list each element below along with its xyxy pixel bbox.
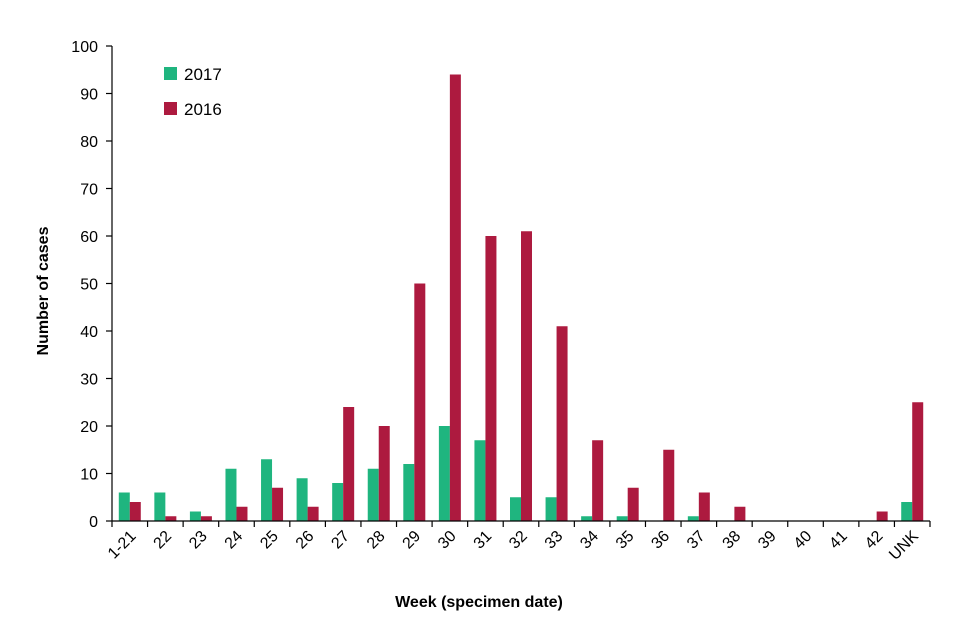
bar-2016-37 (698, 492, 710, 521)
bar-2016-28 (378, 426, 390, 521)
bar-2016-34 (592, 440, 604, 521)
legend-label-2016: 2016 (184, 100, 222, 119)
bar-2017-29 (403, 464, 415, 521)
x-axis-title: Week (specimen date) (395, 594, 563, 611)
y-tick-label: 100 (71, 39, 98, 56)
bar-2016-27 (343, 407, 355, 521)
y-tick-label: 20 (80, 419, 98, 436)
bar-2017-31 (474, 440, 486, 521)
bar-2016-UNK (912, 402, 924, 521)
x-tick-label: UNK (886, 528, 922, 564)
y-tick-label: 30 (80, 372, 98, 389)
x-tick-label: 38 (720, 528, 745, 553)
x-tick-label: 36 (648, 528, 673, 553)
legend-swatch-2016 (164, 102, 177, 115)
x-tick-label: 29 (400, 528, 425, 553)
bar-2017-37 (687, 516, 699, 521)
x-tick-label: 41 (826, 528, 851, 553)
y-tick-label: 10 (80, 467, 98, 484)
x-tick-label: 1-21 (105, 528, 140, 563)
x-tick-label: 24 (222, 528, 247, 553)
y-tick-label: 90 (80, 87, 98, 104)
bar-2016-42 (876, 511, 888, 521)
bar-2016-26 (307, 506, 319, 521)
bar-2017-28 (367, 468, 379, 521)
bar-2016-32 (521, 231, 532, 521)
bar-2017-27 (332, 483, 344, 521)
bar-2016-25 (272, 487, 284, 521)
x-tick-label: 34 (577, 528, 602, 553)
x-tick-label: 42 (862, 528, 887, 553)
x-tick-label: 23 (186, 528, 211, 553)
x-tick-label: 26 (293, 528, 318, 553)
x-tick-label: 32 (506, 528, 531, 553)
legend-swatch-2017 (164, 67, 177, 80)
bar-2016-1-21 (129, 502, 141, 521)
bar-2017-1-21 (118, 492, 130, 521)
x-tick-label: 35 (613, 528, 638, 553)
y-tick-label: 70 (80, 182, 98, 199)
bar-2017-UNK (901, 502, 913, 521)
x-tick-label: 37 (684, 528, 709, 553)
bars-layer (118, 74, 924, 521)
x-tick-label: 25 (257, 528, 282, 553)
bar-2016-23 (200, 516, 212, 521)
bar-2017-32 (510, 497, 521, 521)
bar-2016-31 (485, 236, 497, 521)
bar-2017-22 (154, 492, 166, 521)
x-tick-label: 39 (755, 528, 780, 553)
y-axis-title: Number of cases (35, 226, 52, 355)
legend: 2017 2016 (164, 65, 222, 119)
x-tick-label: 22 (151, 528, 176, 553)
y-axis-ticks: 0 10 20 30 40 50 60 70 80 90 100 (71, 39, 112, 531)
bar-2016-38 (734, 506, 746, 521)
legend-label-2017: 2017 (184, 65, 222, 84)
x-axis-ticks: 1-21 22 23 24 25 26 27 28 29 30 31 32 33 34 35 36 37 38 39… (105, 521, 931, 564)
bar-2017-35 (616, 516, 628, 521)
x-tick-label: 28 (364, 528, 389, 553)
bar-2016-29 (414, 283, 426, 521)
x-tick-label: 33 (542, 528, 567, 553)
bar-2017-34 (581, 516, 593, 521)
bar-2017-25 (261, 459, 273, 521)
bar-2016-35 (627, 487, 639, 521)
bar-2017-24 (225, 468, 237, 521)
y-tick-label: 0 (89, 514, 98, 531)
bar-2016-36 (663, 449, 675, 521)
y-tick-label: 40 (80, 324, 98, 341)
x-tick-label: 31 (471, 528, 496, 553)
y-tick-label: 50 (80, 277, 98, 294)
bar-2017-30 (438, 426, 450, 521)
bar-2016-30 (449, 74, 461, 521)
x-tick-label: 40 (791, 528, 816, 553)
bar-2016-22 (165, 516, 177, 521)
y-tick-label: 60 (80, 229, 98, 246)
bar-2017-33 (545, 497, 557, 521)
bar-2016-24 (236, 506, 248, 521)
bar-2017-26 (296, 478, 308, 521)
x-tick-label: 30 (435, 528, 460, 553)
bar-2016-33 (556, 326, 568, 521)
bar-2017-23 (189, 511, 201, 521)
x-tick-label: 27 (328, 528, 353, 553)
y-tick-label: 80 (80, 134, 98, 151)
